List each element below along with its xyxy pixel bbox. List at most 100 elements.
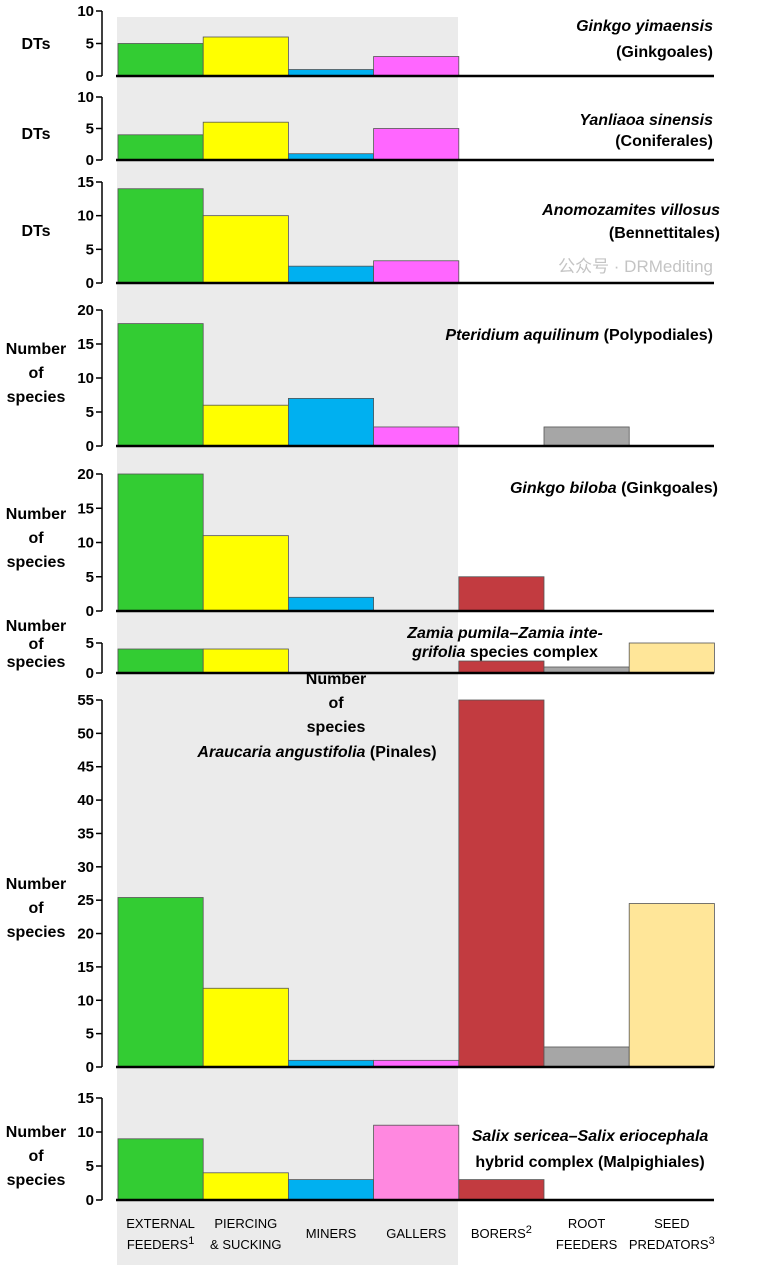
y-tick-label: 5 [86,1026,94,1043]
bar [117,1138,204,1201]
y-tick-label: 5 [86,241,94,258]
y-axis-label: DTs [21,36,50,53]
y-tick-label: 15 [77,500,94,517]
bar [117,473,204,612]
y-tick-label: 20 [77,302,94,319]
y-tick-label: 0 [86,665,94,682]
y-axis-label: DTs [21,126,50,143]
footnote-marker: 2 [526,1224,532,1236]
bar [458,699,545,1068]
y-tick-label: 5 [86,569,94,586]
panel-3: 0 5 10 15 DTs Anomozamites villosus (Bennettit… [21,174,720,292]
y-tick-label: 40 [77,792,94,809]
title-text: hybrid complex (Malpighiales) [475,1154,704,1171]
bar [543,1046,630,1068]
y-tick-label: 10 [77,3,94,20]
taxon-name: Salix sericea–Salix eriocephala [472,1128,709,1145]
y-tick-label: 5 [86,36,94,53]
title-text: (Pinales) [365,744,436,761]
y-axis-label: of [28,1148,44,1165]
y-tick-label: 15 [77,959,94,976]
panel-title: hybrid complex (Malpighiales) [475,1154,704,1171]
panel-title: Ginkgo biloba (Ginkgoales) [510,480,718,497]
category-label: FEEDERS1 [127,1235,195,1252]
bar [117,43,204,77]
panel-7: 0 5 10 15 20 25 30 35 40 45 50 55 Number of species Num… [6,671,715,1076]
bar [543,426,630,447]
y-tick-label: 10 [77,208,94,225]
panel-2: 0 5 10 DTs Yanliaoa sinensis (Coniferales) [21,89,714,169]
bar [202,215,289,284]
bar [202,987,289,1068]
panel-title: Araucaria angustifolia (Pinales) [196,744,436,761]
y-tick-label: 30 [77,859,94,876]
y-tick-label: 20 [77,466,94,483]
stray-axis-label: of [328,695,344,712]
footnote-marker: 3 [709,1235,715,1247]
bar [373,56,460,77]
title-text: (Coniferales) [615,133,713,150]
y-tick-label: 5 [86,121,94,138]
panel-4: 0 5 10 15 20 Number of species Pteridium aquilin… [6,302,714,455]
bar [373,1124,460,1201]
bar [202,535,289,612]
y-tick-label: 35 [77,825,94,842]
title-text: (Polypodiales) [599,327,713,344]
bar [287,1179,374,1201]
y-axis-label: species [7,389,66,406]
taxon-name: grifolia [411,644,465,661]
category-label: SEED [654,1216,689,1231]
bar [117,897,204,1068]
y-axis-label: Number [6,876,66,893]
y-tick-label: 20 [77,926,94,943]
y-tick-label: 0 [86,603,94,620]
watermark: 公众号 · DRMediting [558,257,713,276]
y-tick-label: 0 [86,1192,94,1209]
y-tick-label: 0 [86,275,94,292]
panel-title: Zamia pumila–Zamia inte- [406,625,603,642]
y-axis-label: of [28,636,44,653]
y-tick-label: 0 [86,152,94,169]
bar [287,596,374,612]
bar [373,128,460,161]
bar [117,323,204,447]
taxon-name: Yanliaoa sinensis [579,112,713,129]
category-label: BORERS2 [471,1224,532,1241]
category-label: ROOT [568,1216,606,1231]
bar [373,426,460,447]
y-axis-label: species [7,1172,66,1189]
y-tick-label: 15 [77,336,94,353]
title-text: species complex [465,644,598,661]
y-axis-label: Number [6,1124,66,1141]
panel-title: Anomozamites villosus [541,202,720,219]
y-axis-label: species [7,654,66,671]
y-axis-label: Number [6,618,66,635]
y-tick-label: 10 [77,1124,94,1141]
y-axis-label: species [7,924,66,941]
bar [458,660,545,674]
y-axis-label: of [28,365,44,382]
taxon-name: Zamia pumila–Zamia inte- [406,625,603,642]
taxon-name: Ginkgo yimaensis [576,18,713,35]
category-label: EXTERNAL [126,1216,195,1231]
bar [202,648,289,674]
panel-title: (Ginkgoales) [616,44,713,61]
bar [458,576,545,612]
y-tick-label: 50 [77,725,94,742]
bar [628,903,715,1068]
bar [202,121,289,161]
bar [287,265,374,284]
category-label: MINERS [306,1226,357,1241]
y-tick-label: 45 [77,759,94,776]
taxon-name: Araucaria angustifolia [196,744,365,761]
y-axis-label: of [28,900,44,917]
y-tick-label: 10 [77,370,94,387]
y-tick-label: 15 [77,1090,94,1107]
y-tick-label: 0 [86,68,94,85]
category-label: & SUCKING [210,1237,282,1252]
panel-title: Salix sericea–Salix eriocephala [472,1128,709,1145]
title-text: (Ginkgoales) [617,480,718,497]
taxon-name: Anomozamites villosus [541,202,720,219]
y-tick-label: 10 [77,89,94,106]
bar [202,1172,289,1201]
